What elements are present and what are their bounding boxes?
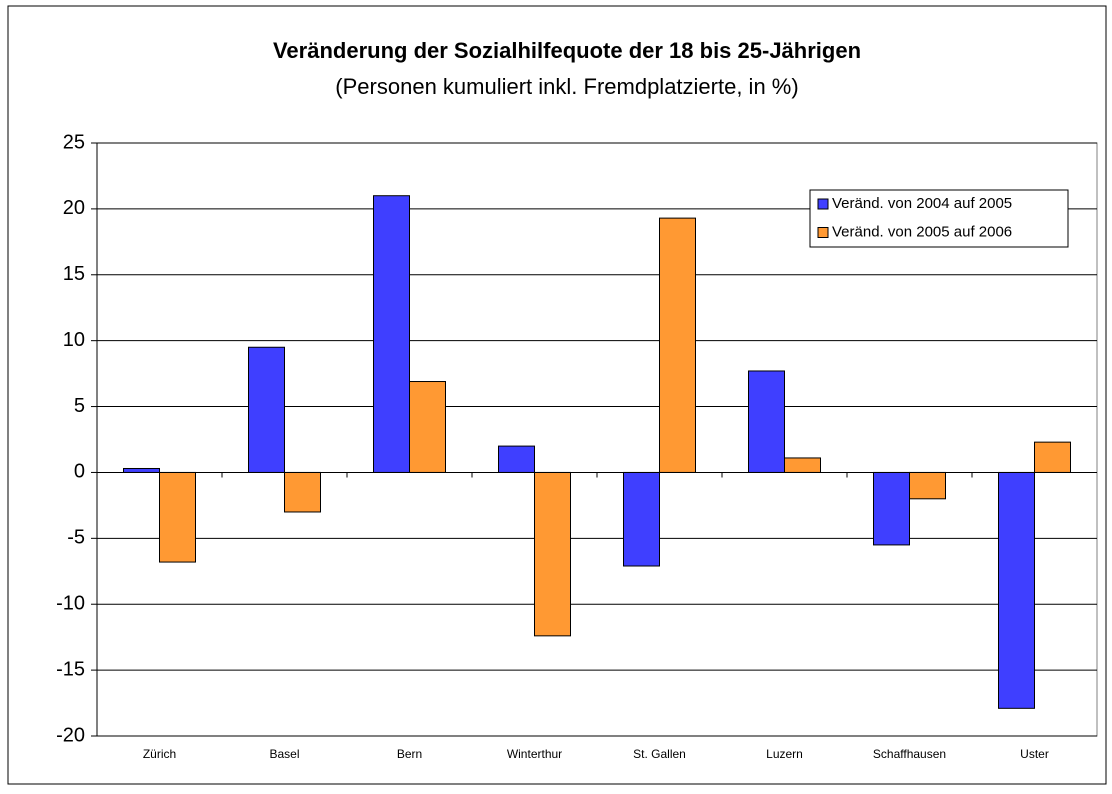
x-tick-label: St. Gallen — [633, 747, 686, 761]
y-tick-label: 25 — [63, 131, 85, 153]
legend-label: Veränd. von 2005 auf 2006 — [832, 223, 1012, 240]
bar — [998, 471, 1035, 709]
bar — [1034, 441, 1071, 473]
bar — [623, 471, 660, 567]
x-tick-label: Uster — [1020, 747, 1049, 761]
x-tick-label: Basel — [269, 747, 299, 761]
y-tick-label: 15 — [63, 263, 85, 285]
bar — [784, 457, 821, 473]
legend-box — [809, 189, 1069, 248]
bar — [159, 471, 196, 563]
bar — [498, 445, 535, 473]
x-tick-label: Schaffhausen — [873, 747, 946, 761]
bar — [909, 471, 946, 500]
y-tick-label: -15 — [56, 658, 85, 680]
y-tick-label: 20 — [63, 197, 85, 219]
bar — [409, 381, 446, 473]
bar — [659, 217, 696, 473]
legend-label: Veränd. von 2004 auf 2005 — [832, 195, 1012, 212]
x-tick-label: Luzern — [766, 747, 803, 761]
y-tick-label: 0 — [74, 461, 85, 483]
bar — [534, 471, 571, 637]
bar — [248, 346, 285, 473]
bar — [284, 471, 321, 513]
y-tick-label: -5 — [67, 527, 85, 549]
bar — [123, 467, 160, 473]
bar — [373, 195, 410, 473]
chart-subtitle: (Personen kumuliert inkl. Fremdplatziert… — [335, 74, 798, 99]
x-tick-label: Zürich — [143, 747, 176, 761]
legend-swatch — [817, 227, 829, 238]
legend-swatch — [817, 198, 829, 210]
x-tick-label: Winterthur — [507, 747, 562, 761]
bar — [748, 370, 785, 473]
x-tick-label: Bern — [397, 747, 422, 761]
y-tick-label: 5 — [74, 395, 85, 417]
y-tick-label: -10 — [56, 593, 85, 615]
chart-title: Veränderung der Sozialhilfequote der 18 … — [273, 38, 861, 63]
y-tick-label: 10 — [63, 329, 85, 351]
bar — [873, 471, 910, 546]
y-tick-label: -20 — [56, 724, 85, 746]
